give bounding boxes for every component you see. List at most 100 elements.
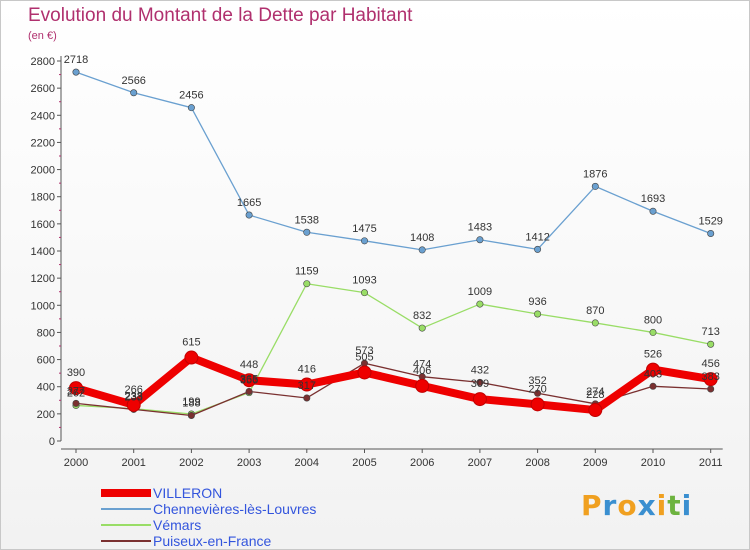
legend-label: Puiseux-en-France	[153, 533, 272, 549]
logo-letter: i	[656, 489, 668, 522]
data-label: 1009	[468, 286, 492, 298]
legend-label: Vémars	[153, 517, 202, 533]
data-point	[476, 378, 484, 386]
data-point	[707, 340, 715, 348]
data-point	[303, 228, 311, 236]
data-label: 188	[182, 397, 200, 409]
x-tick-label: 2001	[121, 457, 145, 469]
x-tick-label: 2004	[295, 457, 319, 469]
data-label: 800	[644, 314, 662, 326]
data-label: 352	[528, 375, 546, 387]
data-label: 277	[67, 385, 85, 397]
y-tick-label: 2000	[31, 165, 55, 177]
data-point	[418, 246, 426, 254]
data-label: 309	[471, 378, 489, 390]
data-point	[69, 381, 83, 396]
data-label: 870	[586, 305, 604, 317]
x-tick-label: 2007	[468, 457, 492, 469]
data-label: 1093	[352, 275, 376, 287]
data-point	[649, 207, 657, 215]
logo-letter: x	[637, 489, 657, 522]
data-label: 2718	[64, 54, 88, 66]
data-label: 390	[67, 367, 85, 379]
data-label: 573	[355, 345, 373, 357]
data-label: 199	[182, 396, 200, 408]
x-tick-label: 2003	[237, 457, 261, 469]
data-label: 448	[240, 359, 258, 371]
data-label: 505	[355, 351, 373, 363]
data-label: 2566	[121, 75, 145, 87]
data-label: 238	[125, 391, 143, 403]
data-point	[534, 389, 542, 397]
y-tick-label: 2800	[31, 56, 55, 68]
data-point	[476, 236, 484, 244]
x-tick-label: 2002	[179, 457, 203, 469]
data-point	[588, 403, 603, 418]
legend-swatch	[101, 508, 151, 510]
data-label: 832	[413, 310, 431, 322]
logo-letter: i	[681, 489, 693, 522]
data-label: 274	[586, 386, 604, 398]
data-label: 1876	[583, 168, 607, 180]
chart-title: Evolution du Montant de la Dette par Hab…	[28, 5, 413, 26]
y-tick-label: 1800	[31, 192, 55, 204]
data-label: 474	[413, 359, 431, 371]
data-label: 406	[413, 365, 431, 377]
chart-unit: (en €)	[28, 30, 57, 42]
data-label: 403	[644, 368, 662, 380]
data-label: 1693	[641, 193, 665, 205]
data-point	[418, 324, 426, 332]
data-label: 1159	[295, 266, 319, 278]
data-label: 266	[125, 384, 143, 396]
x-tick-label: 2010	[641, 457, 665, 469]
data-point	[649, 382, 657, 390]
x-tick-label: 2006	[410, 457, 434, 469]
data-point	[357, 365, 372, 380]
data-point	[534, 310, 542, 318]
data-point	[299, 377, 314, 392]
data-label: 1538	[295, 214, 319, 226]
logo-letter: P	[581, 489, 603, 522]
legend-swatch	[101, 540, 151, 542]
data-point	[242, 373, 257, 388]
data-point	[303, 280, 311, 288]
data-label: 456	[702, 358, 720, 370]
y-tick-label: 800	[37, 327, 55, 339]
legend-label: VILLERON	[153, 485, 223, 501]
data-label: 432	[471, 364, 489, 376]
y-tick-label: 0	[49, 436, 55, 448]
legend-swatch	[101, 489, 151, 497]
data-label: 1412	[525, 231, 549, 243]
series-line-villeron	[74, 353, 712, 415]
data-point	[245, 387, 253, 395]
data-point	[187, 104, 195, 112]
data-point	[646, 362, 660, 377]
data-label: 262	[67, 387, 85, 399]
data-point	[591, 319, 599, 327]
y-tick-label: 2600	[31, 83, 55, 95]
data-label: 317	[298, 380, 316, 392]
data-label: 416	[298, 364, 316, 376]
x-tick-label: 2005	[352, 457, 376, 469]
data-point	[476, 300, 484, 308]
legend-label: Chennevières-lès-Louvres	[153, 501, 317, 517]
data-label: 1665	[237, 197, 261, 209]
data-label: 1408	[410, 232, 434, 244]
data-label: 1475	[352, 223, 376, 235]
y-tick-label: 2400	[31, 110, 55, 122]
data-point	[534, 245, 542, 253]
logo-letter: r	[602, 489, 618, 522]
y-tick-label: 600	[37, 355, 55, 367]
data-label: 383	[702, 371, 720, 383]
data-point	[303, 394, 311, 402]
data-point	[591, 182, 599, 190]
data-point	[126, 397, 141, 412]
data-point	[245, 211, 253, 219]
series-line-chennevieres	[75, 71, 711, 251]
y-tick-label: 1600	[31, 219, 55, 231]
data-point	[184, 350, 199, 365]
data-label: 936	[528, 296, 546, 308]
data-point	[649, 328, 657, 336]
